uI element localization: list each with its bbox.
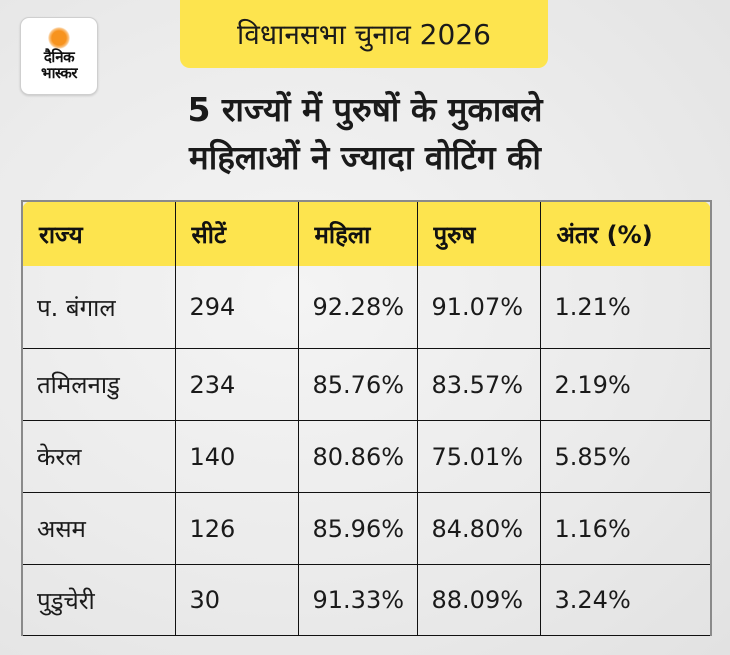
- headline: 5 राज्यों में पुरुषों के मुकाबले महिलाओं…: [0, 86, 730, 182]
- table-row: पुडुचेरी 30 91.33% 88.09% 3.24%: [21, 564, 712, 636]
- section-tag: विधानसभा चुनाव 2026: [180, 0, 548, 68]
- cell-men: 88.09%: [416, 564, 540, 636]
- table-header-row: राज्य सीटें महिला पुरुष अंतर (%): [21, 200, 712, 266]
- table-row: प. बंगाल 294 92.28% 91.07% 1.21%: [21, 266, 712, 349]
- headline-line-2: महिलाओं ने ज्यादा वोटिंग की: [189, 138, 541, 177]
- cell-women: 92.28%: [297, 266, 417, 349]
- cell-women: 85.76%: [297, 348, 417, 421]
- cell-difference: 1.21%: [539, 266, 712, 349]
- cell-difference: 1.16%: [539, 492, 712, 565]
- sun-logo-icon: [48, 27, 70, 49]
- brand-name-line1: दैनिक: [43, 48, 75, 66]
- header-women: महिला: [297, 200, 417, 266]
- headline-line-1: 5 राज्यों में पुरुषों के मुकाबले: [187, 90, 543, 129]
- cell-seats: 294: [174, 266, 298, 349]
- header-men: पुरुष: [416, 200, 540, 266]
- cell-seats: 234: [174, 348, 298, 421]
- cell-state: प. बंगाल: [21, 266, 175, 349]
- table-row: असम 126 85.96% 84.80% 1.16%: [21, 492, 712, 565]
- cell-difference: 2.19%: [539, 348, 712, 421]
- voting-comparison-table: राज्य सीटें महिला पुरुष अंतर (%) प. बंगा…: [21, 200, 712, 636]
- cell-seats: 126: [174, 492, 298, 565]
- cell-state: तमिलनाडु: [21, 348, 175, 421]
- cell-men: 84.80%: [416, 492, 540, 565]
- cell-women: 85.96%: [297, 492, 417, 565]
- cell-seats: 140: [174, 420, 298, 493]
- cell-men: 75.01%: [416, 420, 540, 493]
- cell-state: केरल: [21, 420, 175, 493]
- header-seats: सीटें: [174, 200, 298, 266]
- dainik-bhaskar-logo: दैनिक भास्कर: [20, 17, 98, 95]
- cell-seats: 30: [174, 564, 298, 636]
- cell-state: पुडुचेरी: [21, 564, 175, 636]
- header-state: राज्य: [21, 200, 175, 266]
- cell-men: 83.57%: [416, 348, 540, 421]
- table-row: केरल 140 80.86% 75.01% 5.85%: [21, 420, 712, 493]
- cell-men: 91.07%: [416, 266, 540, 349]
- header-difference: अंतर (%): [539, 200, 712, 266]
- cell-women: 91.33%: [297, 564, 417, 636]
- cell-difference: 5.85%: [539, 420, 712, 493]
- cell-women: 80.86%: [297, 420, 417, 493]
- cell-difference: 3.24%: [539, 564, 712, 636]
- brand-name-line2: भास्कर: [41, 64, 77, 82]
- cell-state: असम: [21, 492, 175, 565]
- table-row: तमिलनाडु 234 85.76% 83.57% 2.19%: [21, 348, 712, 421]
